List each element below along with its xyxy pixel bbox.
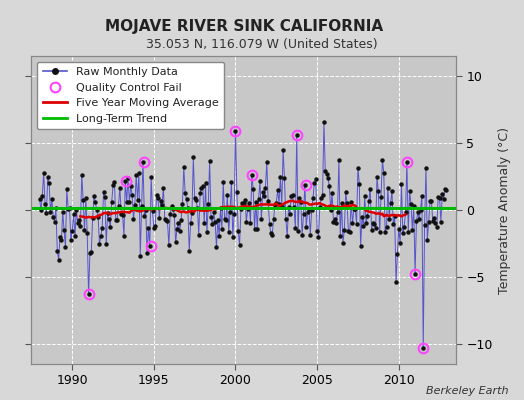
Text: 35.053 N, 116.079 W (United States): 35.053 N, 116.079 W (United States) (146, 38, 378, 51)
Title: MOJAVE RIVER SINK CALIFORNIA: MOJAVE RIVER SINK CALIFORNIA (105, 19, 383, 34)
Legend: Raw Monthly Data, Quality Control Fail, Five Year Moving Average, Long-Term Tren: Raw Monthly Data, Quality Control Fail, … (37, 62, 224, 129)
Y-axis label: Temperature Anomaly (°C): Temperature Anomaly (°C) (498, 126, 511, 294)
Text: Berkeley Earth: Berkeley Earth (426, 386, 508, 396)
